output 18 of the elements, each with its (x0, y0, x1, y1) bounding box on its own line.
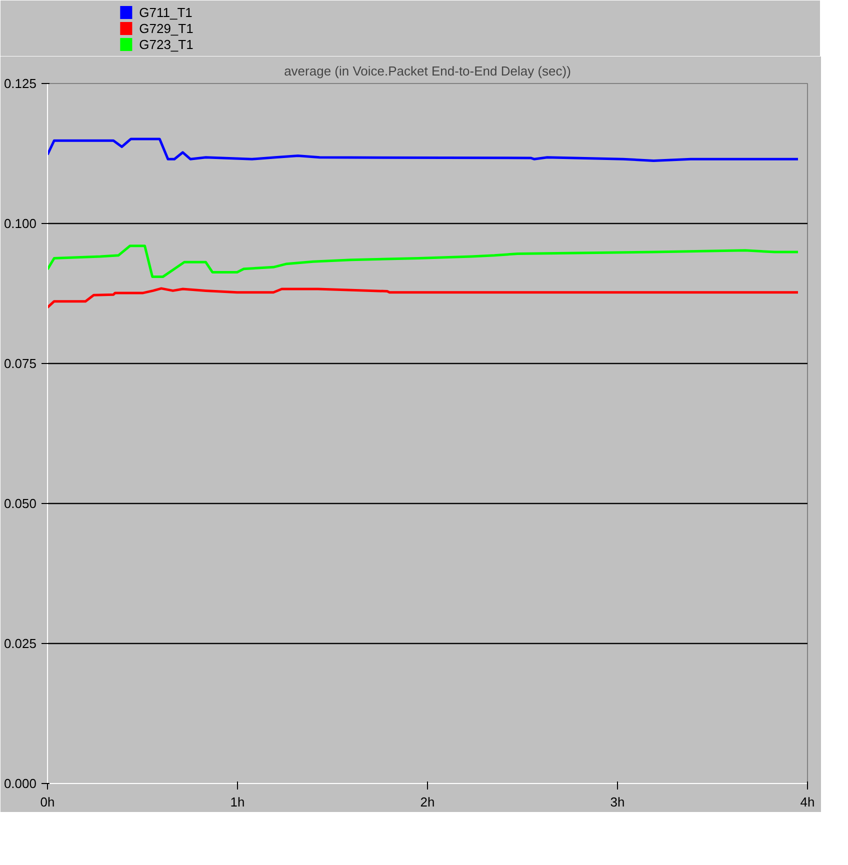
line-series (48, 138, 800, 162)
line-series (48, 244, 800, 278)
x-tick-label: 2h (420, 794, 435, 810)
y-tick-label: 0.050 (4, 496, 37, 511)
x-tick-label: 4h (800, 794, 815, 810)
y-tick-label: 0.075 (4, 356, 37, 371)
y-tick-label: 0.125 (4, 76, 37, 91)
x-tick-label: 0h (40, 794, 55, 810)
x-tick-label: 1h (230, 794, 245, 810)
x-tick-label: 3h (610, 794, 625, 810)
y-tick-label: 0.000 (4, 776, 37, 791)
y-tick-label: 0.100 (4, 216, 37, 231)
y-tick-label: 0.025 (4, 636, 37, 651)
legend-label: G711_T1 (139, 5, 192, 20)
line-series (48, 287, 800, 309)
legend-label: G723_T1 (139, 37, 194, 52)
chart-title: average (in Voice.Packet End-to-End Delay (sec)) (284, 64, 571, 78)
legend-label: G729_T1 (139, 21, 194, 36)
